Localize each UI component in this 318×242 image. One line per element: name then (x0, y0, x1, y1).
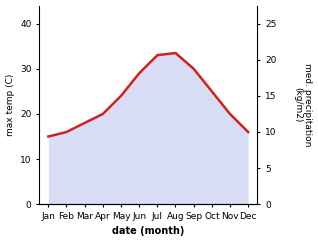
X-axis label: date (month): date (month) (112, 227, 184, 236)
Y-axis label: med. precipitation
(kg/m2): med. precipitation (kg/m2) (293, 63, 313, 147)
Y-axis label: max temp (C): max temp (C) (5, 74, 15, 136)
